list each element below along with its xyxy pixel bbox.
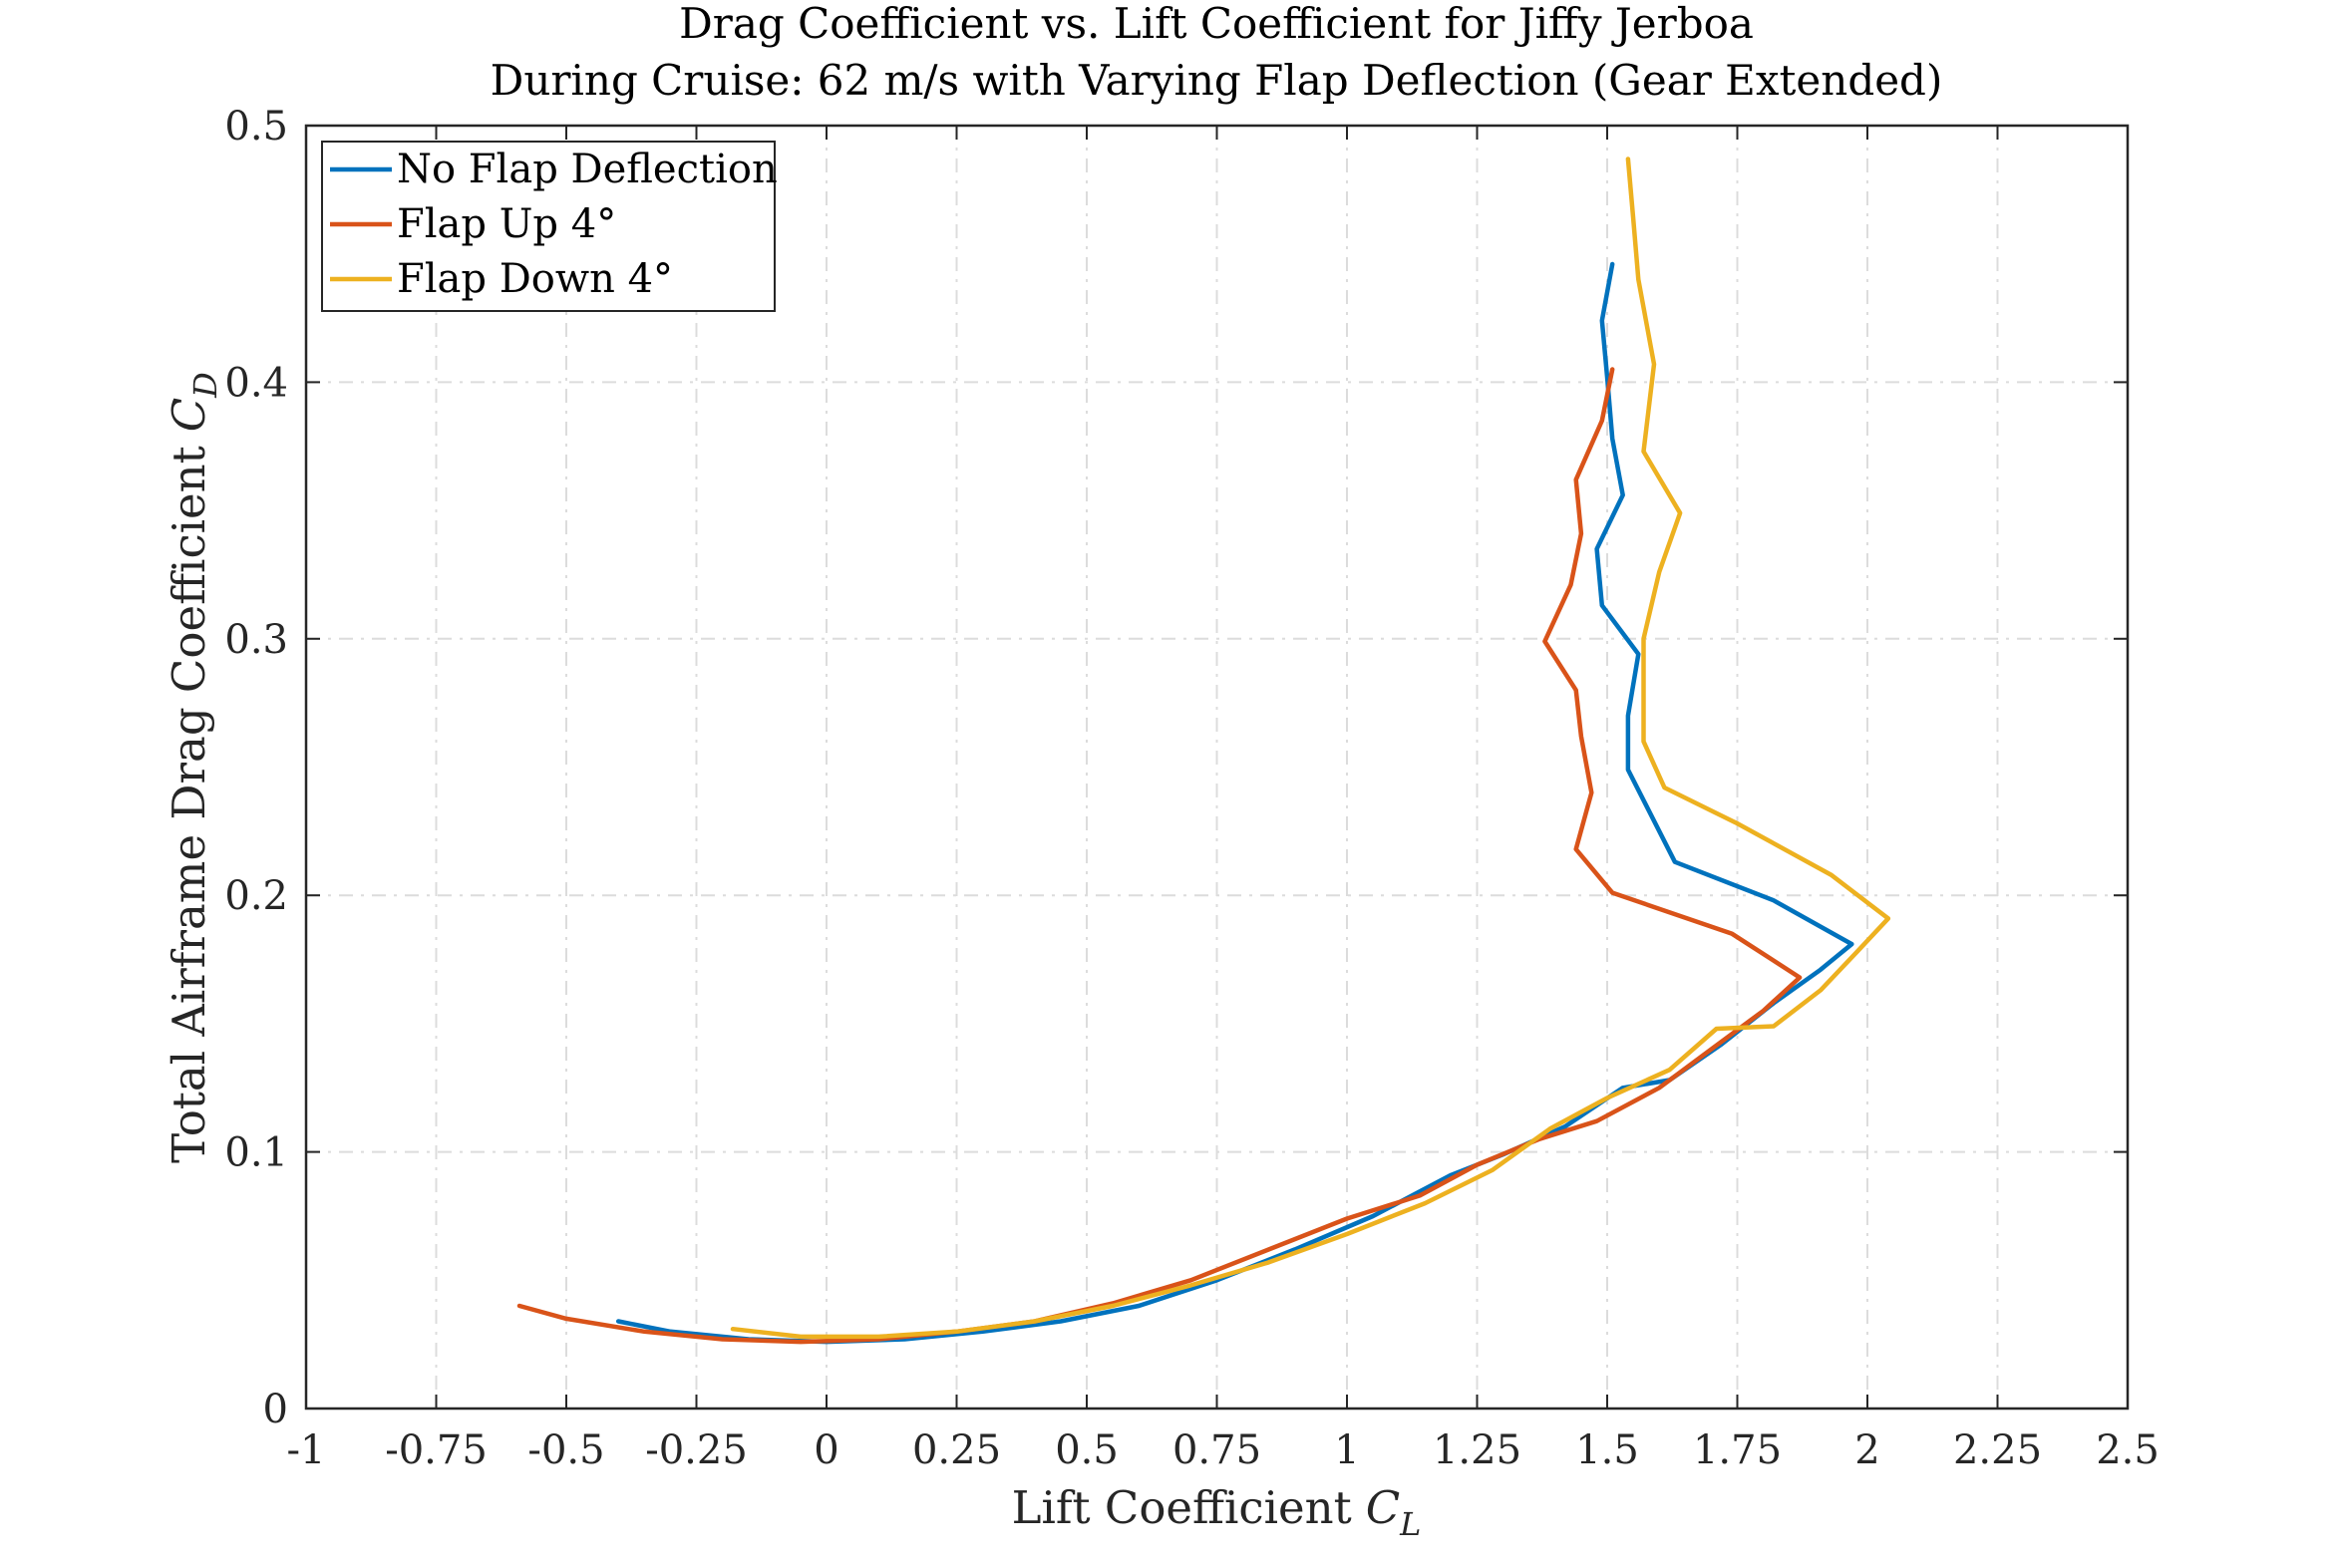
x-axis-label-symbol: C [1366, 1481, 1400, 1534]
series-lines [516, 157, 1891, 1345]
x-axis-label-subscript: L [1399, 1505, 1421, 1543]
legend-box [321, 141, 776, 312]
y-tick-label: 0.1 [224, 1130, 288, 1176]
x-tick-label: 1.75 [1693, 1427, 1782, 1473]
chart-subtitle: During Cruise: 62 m/s with Varying Flap … [491, 56, 1943, 105]
x-tick-label: 0.75 [1172, 1427, 1261, 1473]
y-tick-label: 0.2 [224, 873, 288, 919]
x-tick-label: 2 [1854, 1427, 1879, 1473]
legend: No Flap Deflection Flap Up 4° Flap Down 4° [321, 141, 778, 312]
y-tick-label: 0.4 [224, 360, 288, 406]
legend-label: No Flap Deflection [397, 147, 778, 192]
x-tick-label: -0.25 [645, 1427, 748, 1473]
y-tick-label: 0.5 [224, 104, 288, 150]
y-axis-label-text: Total Airframe Drag Coefficient [163, 446, 215, 1163]
x-axis-label-text: Lift Coefficient [1012, 1481, 1352, 1534]
legend-label: Flap Down 4° [397, 256, 673, 302]
x-tick-label: -0.5 [527, 1427, 604, 1473]
x-tick-label: 0.5 [1055, 1427, 1119, 1473]
x-tick-labels: -1 -0.75 -0.5 -0.25 0 0.25 0.5 0.75 1 1.25 1.5 1.75… [287, 1427, 2160, 1473]
x-axis-label: Lift Coefficient CL [1012, 1481, 1422, 1543]
x-tick-label: 2.5 [2096, 1427, 2160, 1473]
legend-label: Flap Up 4° [397, 201, 616, 247]
y-tick-labels: 0 0.1 0.2 0.3 0.4 0.5 [224, 104, 288, 1432]
y-tick-label: 0.3 [224, 617, 288, 663]
x-tick-label: 1.25 [1433, 1427, 1521, 1473]
chart-title: Drag Coefficient vs. Lift Coefficient fo… [679, 0, 1754, 48]
y-axis-label: Total Airframe Drag Coefficient CD [163, 372, 224, 1163]
x-tick-label: 1 [1334, 1427, 1359, 1473]
y-axis-label-subscript: D [186, 372, 224, 399]
x-tick-label: -1 [287, 1427, 326, 1473]
x-tick-label: 2.25 [1953, 1427, 2042, 1473]
axis-ticks [305, 125, 2129, 1410]
x-tick-label: 0 [814, 1427, 838, 1473]
y-tick-label: 0 [263, 1387, 288, 1432]
x-tick-label: 1.5 [1575, 1427, 1639, 1473]
x-tick-label: 0.25 [912, 1427, 1001, 1473]
x-tick-label: -0.75 [385, 1427, 488, 1473]
series-line-3 [730, 157, 1891, 1340]
y-axis-label-symbol: C [163, 398, 215, 432]
